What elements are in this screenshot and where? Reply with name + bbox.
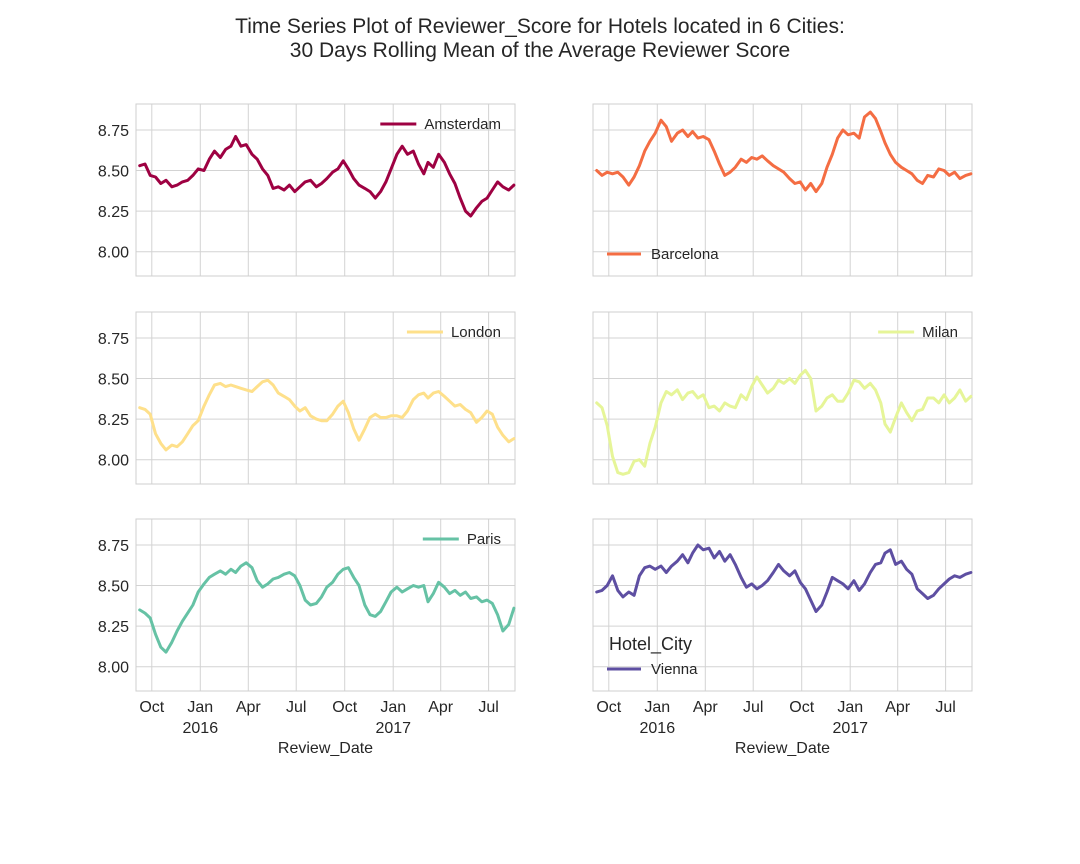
x-tick-year-label: 2017 [375, 720, 411, 737]
subplot-grid: 8.008.258.508.75 AmsterdamBarcelona8.008.… [98, 103, 973, 757]
y-tick-label: 8.00 [98, 453, 129, 470]
chart-title-line-1: Time Series Plot of Reviewer_Score for H… [235, 15, 845, 38]
y-tick-label: 8.75 [98, 123, 129, 140]
series-line-milan [595, 368, 973, 476]
panel-milan: Milan [592, 311, 973, 485]
panel-paris: 8.00 8.25 8.50 8.75 Oct Jan 2016 Apr Jul Oct Jan 20… [98, 518, 516, 757]
x-tick-label: Jul [935, 699, 955, 716]
x-tick-label: Oct [596, 699, 621, 716]
panel-london: 8.00 8.25 8.50 8.75 London [98, 311, 516, 485]
x-tick-label: Jul [286, 699, 306, 716]
panel-frame [135, 103, 516, 277]
x-tick-label: Apr [693, 699, 719, 716]
x-tick-label: Oct [332, 699, 357, 716]
legend-label-paris: Paris [467, 531, 501, 548]
x-tick-year-label: 2017 [832, 720, 868, 737]
x-tick-label: Oct [139, 699, 164, 716]
x-tick-label: Oct [789, 699, 814, 716]
x-tick-label: Apr [885, 699, 911, 716]
legend-title: Hotel_City [609, 634, 692, 655]
legend-label-milan: Milan [922, 324, 958, 341]
panel-frame [592, 103, 973, 277]
x-tick-label: Apr [236, 699, 262, 716]
series-line-london [138, 378, 516, 452]
y-tick-label: 8.25 [98, 412, 129, 429]
x-tick-label: Jan [644, 699, 670, 716]
panel-frame [592, 518, 973, 692]
legend-label-barcelona: Barcelona [651, 246, 719, 263]
y-tick-label: 8.00 [98, 660, 129, 677]
x-axis-label: Review_Date [735, 740, 830, 757]
x-tick-label: Jan [187, 699, 213, 716]
x-tick-label: Jan [380, 699, 406, 716]
panel-frame [135, 518, 516, 692]
x-tick-label: Jul [478, 699, 498, 716]
series-line-vienna [595, 543, 973, 613]
x-tick-label: Jan [837, 699, 863, 716]
x-tick-year-label: 2016 [640, 720, 676, 737]
series-line-barcelona [595, 110, 973, 194]
x-axis-label: Review_Date [278, 740, 373, 757]
panel-vienna: Oct Jan 2016 Apr Jul Oct Jan 2017 Apr Jul Review_D… [592, 518, 973, 757]
x-tick-year-label: 2016 [183, 720, 219, 737]
series-line-paris [138, 561, 516, 654]
y-tick-label: 8.00 [98, 245, 129, 262]
y-tick-label: 8.75 [98, 331, 129, 348]
y-tick-label: 8.25 [98, 204, 129, 221]
legend-label-amsterdam: Amsterdam [424, 116, 501, 133]
panel-frame [135, 311, 516, 485]
panel-barcelona: Barcelona [592, 103, 973, 277]
series-line-amsterdam [138, 135, 516, 218]
y-tick-label: 8.50 [98, 372, 129, 389]
chart-title-line-2: 30 Days Rolling Mean of the Average Revi… [290, 39, 790, 62]
x-tick-label: Jul [743, 699, 763, 716]
y-tick-label: 8.50 [98, 164, 129, 181]
y-tick-label: 8.25 [98, 619, 129, 636]
panel-frame [592, 311, 973, 485]
y-tick-label: 8.50 [98, 579, 129, 596]
legend-label-london: London [451, 324, 501, 341]
y-tick-label: 8.75 [98, 538, 129, 555]
panel-amsterdam: 8.00 8.25 8.50 8.75 Amsterdam [98, 103, 516, 277]
legend-label-vienna: Vienna [651, 661, 698, 678]
x-tick-label: Apr [428, 699, 454, 716]
